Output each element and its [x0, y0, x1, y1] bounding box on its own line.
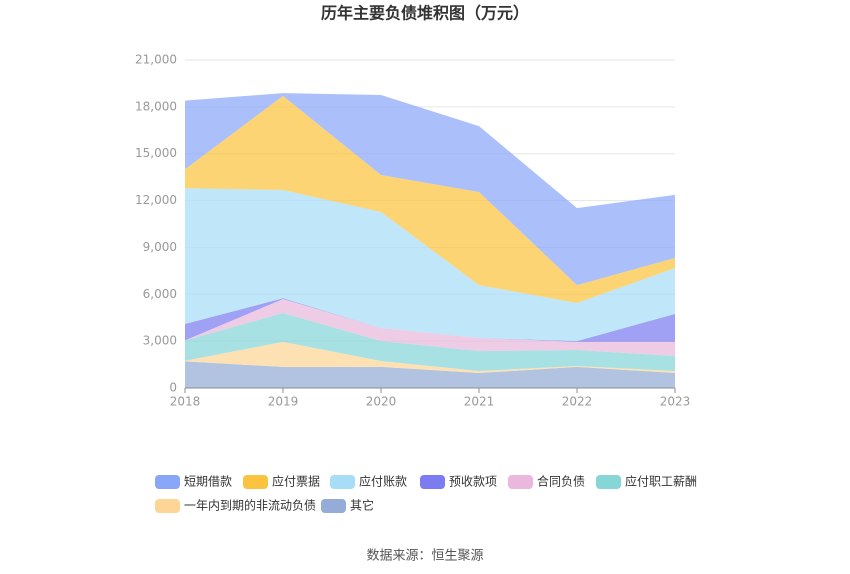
legend-item-4[interactable]: 合同负债 [508, 474, 585, 490]
legend-swatch [508, 475, 533, 489]
x-tick-label: 2018 [170, 395, 201, 409]
legend-swatch [330, 475, 355, 489]
y-tick-label: 12,000 [135, 193, 177, 207]
y-tick-label: 3,000 [143, 334, 177, 348]
y-tick-label: 6,000 [143, 287, 177, 301]
y-tick-label: 18,000 [135, 99, 177, 113]
y-tick-label: 15,000 [135, 146, 177, 160]
series-area-3[interactable] [185, 298, 675, 342]
x-tick-label: 2021 [464, 395, 495, 409]
x-tick-label: 2023 [660, 395, 691, 409]
legend-item-7[interactable]: 其它 [321, 498, 374, 514]
legend-swatch [243, 475, 268, 489]
legend-item-1[interactable]: 应付票据 [243, 474, 320, 490]
series-area-1[interactable] [185, 95, 675, 304]
legend-label: 一年内到期的非流动负债 [184, 498, 316, 513]
legend-label: 应付票据 [272, 474, 320, 489]
legend-swatch [155, 475, 180, 489]
series-area-0[interactable] [185, 93, 675, 286]
series-area-7[interactable] [185, 361, 675, 388]
y-tick-label: 21,000 [135, 53, 177, 67]
legend-swatch [596, 475, 621, 489]
series-area-5[interactable] [185, 313, 675, 371]
y-tick-label: 0 [169, 381, 177, 395]
legend-swatch [155, 499, 180, 513]
legend-item-3[interactable]: 预收款项 [420, 475, 497, 490]
x-tick-label: 2019 [268, 395, 299, 409]
x-axis: 2018 2019 2020 2021 2022 2023 [170, 387, 691, 409]
legend-label: 应付职工薪酬 [625, 474, 697, 489]
legend-label: 预收款项 [449, 475, 497, 489]
legend-label: 应付账款 [359, 474, 407, 489]
legend-label: 其它 [350, 498, 374, 513]
legend-item-0[interactable]: 短期借款 [155, 475, 232, 490]
legend-label: 合同负债 [537, 474, 585, 489]
series-area-4[interactable] [185, 299, 675, 356]
legend-item-2[interactable]: 应付账款 [330, 474, 407, 490]
series-area-2[interactable] [185, 188, 675, 342]
legend-item-6[interactable]: 一年内到期的非流动负债 [155, 498, 316, 514]
data-source-note: 数据来源：恒生聚源 [366, 549, 483, 564]
series-area-6[interactable] [185, 341, 675, 373]
legend-swatch [321, 499, 346, 513]
legend-swatch [420, 475, 445, 489]
areas-layer [185, 93, 675, 388]
x-tick-label: 2022 [562, 395, 593, 409]
x-tick-label: 2020 [366, 395, 397, 409]
y-tick-label: 9,000 [143, 240, 177, 254]
legend-item-5[interactable]: 应付职工薪酬 [596, 474, 697, 490]
legend-label: 短期借款 [184, 475, 232, 489]
chart-title: 历年主要负债堆积图（万元） [321, 4, 529, 23]
